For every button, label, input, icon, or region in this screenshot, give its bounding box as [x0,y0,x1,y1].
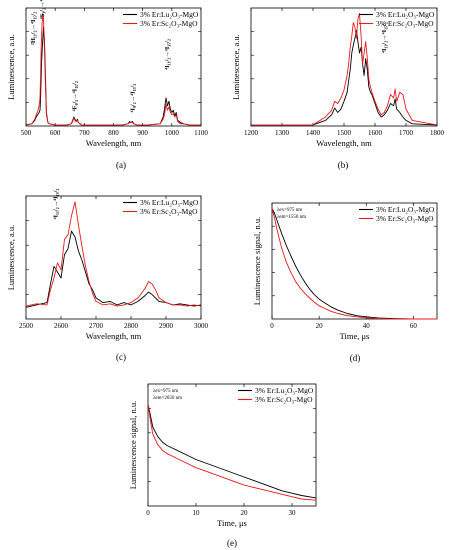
transition-annotation: ⁴F₉/₂→⁴I₁₅/₂ [71,81,78,111]
x-tick-label: 2700 [89,322,104,330]
x-tick-label: 1200 [244,129,259,137]
x-tick-label: 1500 [337,129,352,137]
plot-frame [25,195,202,320]
transition-annotation: ⁴I₁₃/₂→⁴I₁₅/₂ [381,22,388,53]
x-tick-label: 1100 [194,129,208,137]
x-tick-label: 10 [193,509,201,517]
condition-label: λex=975 nm [277,208,302,213]
series-line-sc2o3 [271,208,437,320]
x-tick-label: 700 [79,129,90,137]
x-tick-label: 1600 [368,129,383,137]
x-tick-label: 30 [289,509,297,517]
transition-annotation: ⁴I₁₁/₂→⁴I₁₃/₂ [53,189,60,220]
y-axis-label: Luminescence signal, n.u. [252,217,262,306]
y-axis-label: Luminescence, a.u. [6,34,16,100]
plot-frame [271,202,438,320]
series-line-sc2o3 [25,13,201,126]
series-line-sc2o3 [25,201,202,307]
x-tick-label: 1800 [430,129,445,137]
x-tick-label: 60 [410,322,418,330]
legend-entry: 3% Er:Sc₂O₃-MgO [140,19,198,28]
panel-label: (d) [350,353,361,363]
panel-label: (b) [338,160,349,170]
legend-entry: 3% Er:Sc₂O₃-MgO [376,19,434,28]
chart-panel-d: 0 20 40 60 Time, μs Luminescence signal, n.u.… [252,202,438,363]
x-tick-label: 20 [316,322,324,330]
series-line-lu2o3 [25,26,201,126]
transition-annotation: ⁴I₁₁/₂→⁴I₁₅/₂ [164,39,171,70]
x-tick-label: 2800 [124,322,139,330]
x-tick-label: 1700 [399,129,414,137]
condition-label: λex=975 nm [153,389,178,394]
legend-entry: 3% Er:Sc₂O₃-MgO [376,214,434,223]
series-line-sc2o3 [147,403,317,501]
x-tick-label: 800 [108,129,119,137]
x-tick-label: 1400 [306,129,321,137]
panel-label: (e) [227,538,237,548]
x-axis-label: Wavelength, nm [316,138,372,148]
series-line-lu2o3 [271,208,437,320]
legend-entry: 3% Er:Lu₂O₃-MgO [140,10,199,19]
x-tick-label: 2500 [19,322,34,330]
legend-entry: 3% Er:Sc₂O₃-MgO [255,395,313,404]
legend-entry: 3% Er:Lu₂O₃-MgO [140,198,199,207]
x-tick-label: 3000 [194,322,209,330]
chart-panel-b: 1200 1300 1400 1500 1600 1700 1800 Wavelength, … [231,7,445,170]
y-axis-label: Luminescence, a.u. [6,225,16,291]
transition-annotation: ⁴I₉/₂→⁴I₁₅/₂ [130,84,137,113]
x-tick-label: 1300 [275,129,290,137]
legend-entry: 3% Er:Lu₂O₃-MgO [255,386,314,395]
panel-label: (c) [116,352,126,362]
x-tick-label: 40 [363,322,371,330]
x-tick-label: 2900 [159,322,174,330]
x-tick-label: 900 [137,129,148,137]
condition-label: λem=2650 nm [153,396,182,401]
transition-annotation: ⁴S₃/₂→⁴I₁₅/₂ [39,0,46,19]
x-tick-label: 20 [241,509,249,517]
series-line-lu2o3 [147,403,317,499]
series-line-sc2o3 [251,13,438,126]
x-tick-label: 2600 [54,322,69,330]
x-tick-label: 500 [21,129,32,137]
x-tick-label: 600 [50,129,61,137]
x-axis-label: Wavelength, nm [86,331,142,341]
condition-label: λem=1550 nm [277,215,306,220]
x-axis-label: Time, μs [217,518,247,528]
x-axis-label: Wavelength, nm [86,138,142,148]
plot-frame [147,383,317,507]
legend-entry: 3% Er:Lu₂O₃-MgO [376,10,435,19]
legend-entry: 3% Er:Lu₂O₃-MgO [376,205,435,214]
chart-panel-c: 2500 2600 2700 2800 2900 3000 Wavelength, nm Lu… [6,189,209,362]
y-axis-label: Luminescence signal, n.u. [128,401,138,490]
x-axis-label: Time, μs [340,331,370,341]
series-line-lu2o3 [251,30,438,126]
series-line-lu2o3 [25,230,202,308]
x-tick-label: 1000 [165,129,180,137]
legend-entry: 3% Er:Sc₂O₃-MgO [140,207,198,216]
chart-panel-e: 0 10 20 30 Time, μs Luminescence signal, n.u.… [128,383,317,548]
transition-annotation: ²H₁₁/₂→⁴I₁₅/₂ [30,12,37,45]
panel-label: (a) [116,160,126,170]
chart-panel-a: 500 600 700 800 900 1000 1100 Wavelength, nm Lum… [6,0,208,170]
x-tick-label: 0 [146,509,150,517]
x-tick-label: 0 [270,322,274,330]
y-axis-label: Luminescence, a.u. [231,34,241,100]
